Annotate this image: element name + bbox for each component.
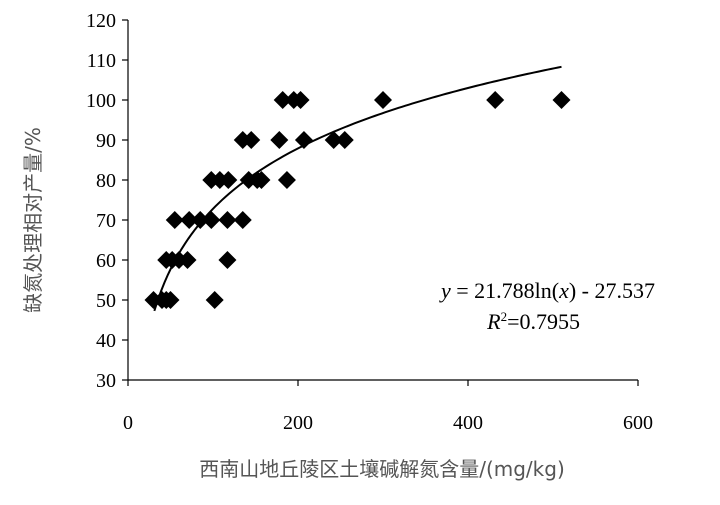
data-point bbox=[191, 211, 210, 229]
data-point bbox=[277, 171, 296, 189]
x-axis-title: 西南山地丘陵区土壤碱解氮含量/(mg/kg) bbox=[199, 457, 565, 481]
y-tick-label: 70 bbox=[96, 210, 116, 232]
y-tick-label: 120 bbox=[86, 10, 116, 32]
data-point bbox=[291, 91, 310, 109]
data-point bbox=[219, 171, 238, 189]
data-point bbox=[218, 251, 237, 269]
data-point bbox=[294, 131, 313, 149]
x-tick-label: 600 bbox=[623, 412, 653, 434]
data-point bbox=[161, 291, 180, 309]
r-squared: R2=0.7955 bbox=[486, 309, 580, 334]
data-point bbox=[252, 171, 271, 189]
y-tick-label: 100 bbox=[86, 90, 116, 112]
data-point bbox=[552, 91, 571, 109]
ticks: 30 40 50 60 70 80 90 100 110 120 0 200 400 600 bbox=[86, 10, 653, 434]
data-point bbox=[205, 291, 224, 309]
trendline bbox=[153, 65, 562, 312]
y-tick-label: 110 bbox=[87, 50, 116, 72]
y-tick-label: 80 bbox=[96, 170, 116, 192]
data-point bbox=[180, 211, 199, 229]
data-point bbox=[202, 211, 221, 229]
data-points bbox=[144, 91, 571, 309]
x-tick-label: 400 bbox=[453, 412, 483, 434]
data-point bbox=[374, 91, 392, 109]
data-point bbox=[324, 131, 343, 149]
trend-equation: y = 21.788ln(x) - 27.537 bbox=[439, 278, 655, 303]
y-tick-label: 50 bbox=[96, 290, 116, 312]
data-point bbox=[178, 251, 197, 269]
y-tick-label: 30 bbox=[96, 370, 116, 392]
y-tick-label: 40 bbox=[96, 330, 116, 352]
y-axis-title: 缺氮处理相对产量/% bbox=[21, 127, 45, 313]
data-point bbox=[335, 131, 354, 149]
y-tick-label: 60 bbox=[96, 250, 116, 272]
y-tick-label: 90 bbox=[96, 130, 116, 152]
data-point bbox=[242, 131, 261, 149]
axes bbox=[127, 20, 638, 381]
data-point bbox=[273, 91, 292, 109]
data-point bbox=[486, 91, 505, 109]
data-point bbox=[165, 211, 184, 229]
x-tick-label: 0 bbox=[123, 412, 133, 434]
data-point bbox=[233, 211, 252, 229]
x-tick-label: 200 bbox=[283, 412, 313, 434]
data-point bbox=[218, 211, 237, 229]
data-point bbox=[270, 131, 289, 149]
